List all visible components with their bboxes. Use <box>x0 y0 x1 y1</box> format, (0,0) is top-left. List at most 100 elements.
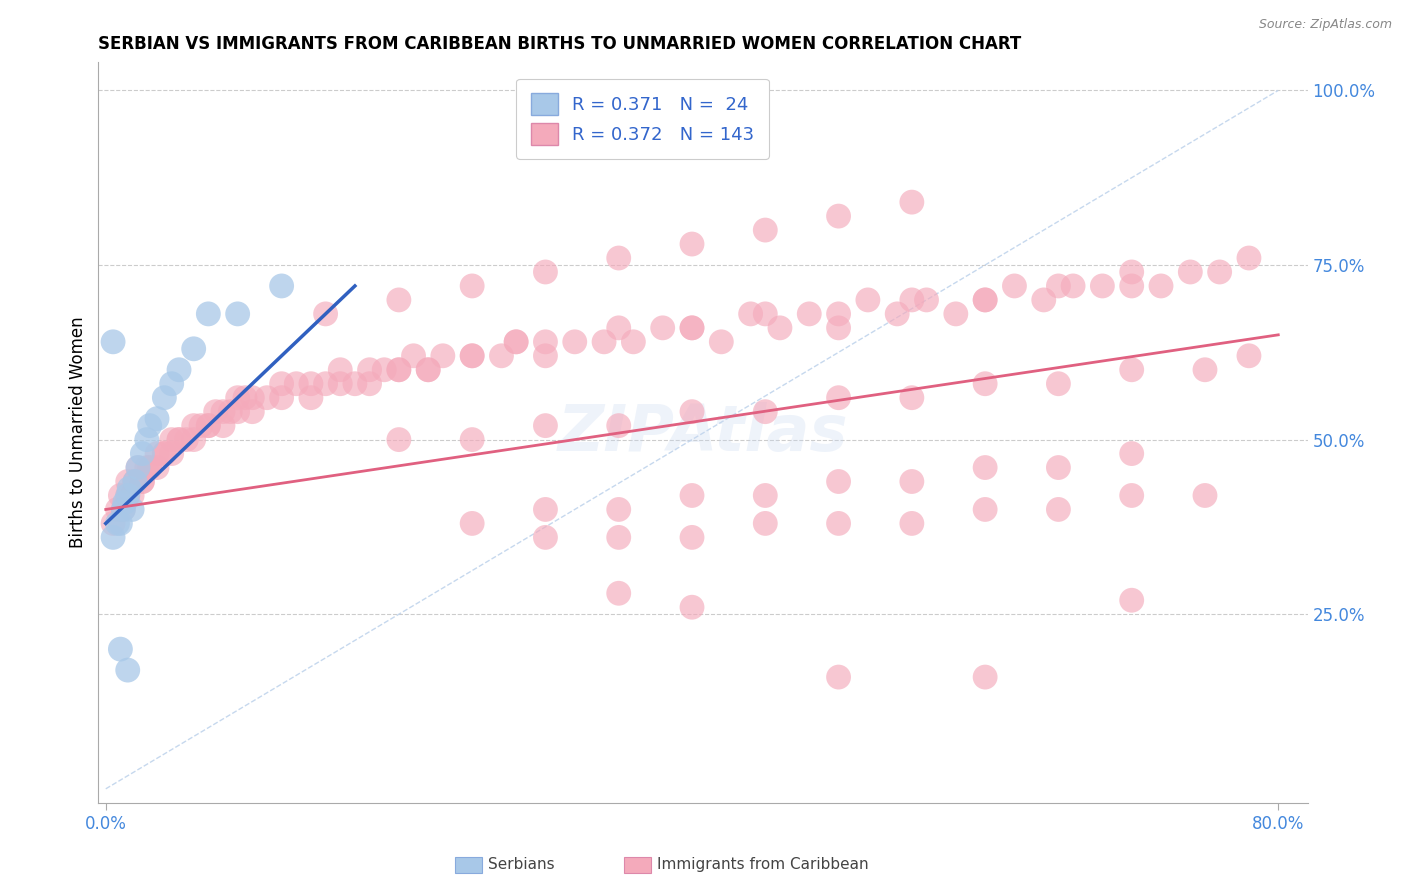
Point <box>901 391 924 405</box>
Point <box>856 293 879 307</box>
Point <box>754 307 776 321</box>
Point <box>974 293 997 307</box>
Point <box>359 363 381 377</box>
Point <box>131 475 153 489</box>
Point <box>197 418 219 433</box>
Point <box>827 670 849 684</box>
Point <box>534 530 557 544</box>
Legend: R = 0.371   N =  24, R = 0.372   N = 143: R = 0.371 N = 24, R = 0.372 N = 143 <box>516 78 769 159</box>
Point <box>534 334 557 349</box>
Point <box>124 475 146 489</box>
Point <box>681 237 703 252</box>
Point <box>176 433 198 447</box>
Point <box>270 279 292 293</box>
Point <box>101 530 124 544</box>
Point <box>915 293 938 307</box>
Point <box>534 265 557 279</box>
Point <box>827 516 849 531</box>
Point <box>114 495 136 509</box>
Point <box>226 307 249 321</box>
Point <box>101 334 124 349</box>
Point <box>945 307 967 321</box>
Point <box>681 321 703 335</box>
Point <box>1237 251 1260 265</box>
Point <box>607 251 630 265</box>
Point <box>256 391 278 405</box>
Point <box>1004 279 1026 293</box>
Point <box>607 321 630 335</box>
Point <box>461 279 484 293</box>
Point <box>505 334 527 349</box>
Point <box>388 363 411 377</box>
Point <box>1047 376 1070 391</box>
Point <box>534 502 557 516</box>
Point <box>901 195 924 210</box>
Text: Immigrants from Caribbean: Immigrants from Caribbean <box>657 857 869 872</box>
Point <box>681 405 703 419</box>
Point <box>1237 349 1260 363</box>
Point <box>359 376 381 391</box>
Point <box>827 475 849 489</box>
Point <box>270 391 292 405</box>
Point <box>461 433 484 447</box>
Point <box>461 349 484 363</box>
Point <box>1047 502 1070 516</box>
Point <box>107 502 129 516</box>
FancyBboxPatch shape <box>624 857 651 873</box>
Point <box>754 223 776 237</box>
Point <box>593 334 616 349</box>
Point <box>564 334 586 349</box>
Point <box>183 433 205 447</box>
Point <box>534 349 557 363</box>
Point <box>101 516 124 531</box>
Point <box>505 334 527 349</box>
Point <box>146 460 169 475</box>
Point <box>1032 293 1054 307</box>
Point <box>117 488 139 502</box>
Point <box>621 334 644 349</box>
Point <box>343 376 366 391</box>
Point <box>901 293 924 307</box>
Point <box>1047 279 1070 293</box>
Point <box>974 293 997 307</box>
Point <box>135 460 157 475</box>
Point <box>1121 363 1143 377</box>
Point <box>886 307 908 321</box>
Point <box>974 376 997 391</box>
Point <box>299 376 322 391</box>
Point <box>681 321 703 335</box>
Point <box>1121 265 1143 279</box>
Point <box>461 516 484 531</box>
Point <box>1121 593 1143 607</box>
Point <box>270 376 292 391</box>
FancyBboxPatch shape <box>456 857 482 873</box>
Point <box>1121 279 1143 293</box>
Point <box>769 321 792 335</box>
Point <box>974 502 997 516</box>
Point <box>117 475 139 489</box>
Point <box>1180 265 1202 279</box>
Point <box>388 293 411 307</box>
Point <box>1047 460 1070 475</box>
Point <box>901 516 924 531</box>
Point <box>167 433 190 447</box>
Point <box>681 600 703 615</box>
Point <box>153 446 176 460</box>
Point <box>974 460 997 475</box>
Point <box>138 460 160 475</box>
Point <box>827 209 849 223</box>
Point <box>226 405 249 419</box>
Point <box>491 349 513 363</box>
Point <box>402 349 425 363</box>
Point <box>388 433 411 447</box>
Point <box>901 475 924 489</box>
Point <box>388 363 411 377</box>
Point <box>124 475 146 489</box>
Point <box>117 488 139 502</box>
Point <box>204 405 226 419</box>
Point <box>107 516 129 531</box>
Point <box>754 488 776 502</box>
Point <box>112 502 135 516</box>
Point <box>754 405 776 419</box>
Point <box>607 502 630 516</box>
